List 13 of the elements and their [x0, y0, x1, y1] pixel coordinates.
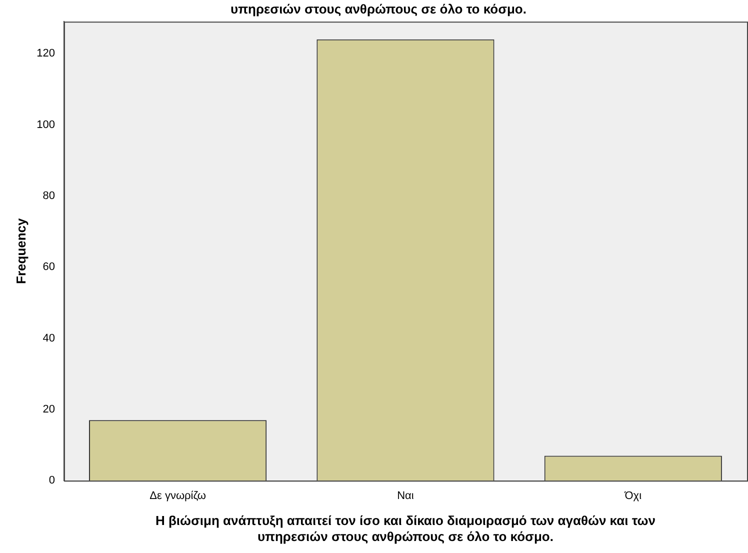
y-tick-label: 0: [48, 474, 55, 487]
y-tick-label: 120: [36, 48, 55, 60]
chart-title: υπηρεσιών στους ανθρώπους σε όλο το κόσμο.: [230, 1, 526, 16]
y-tick-label: 20: [42, 403, 55, 416]
x-tick-label: Δε γνωρίζω: [150, 490, 206, 502]
y-tick-label: 80: [42, 190, 55, 202]
y-tick-label: 100: [36, 118, 55, 131]
y-tick-label: 40: [42, 332, 55, 344]
y-axis-title: Frequency: [13, 217, 28, 284]
x-tick-label: Όχι: [624, 490, 642, 502]
x-tick-label: Ναι: [397, 490, 414, 502]
y-tick-label: 60: [42, 261, 55, 274]
x-axis-title: Η βιώσιμη ανάπτυξη απαιτεί τον ίσο και δίκαιο διαμοιρασμό των αγαθών και των υπηρεσιών στους ανθρώπους σε όλο το κόσμο.: [155, 513, 656, 544]
